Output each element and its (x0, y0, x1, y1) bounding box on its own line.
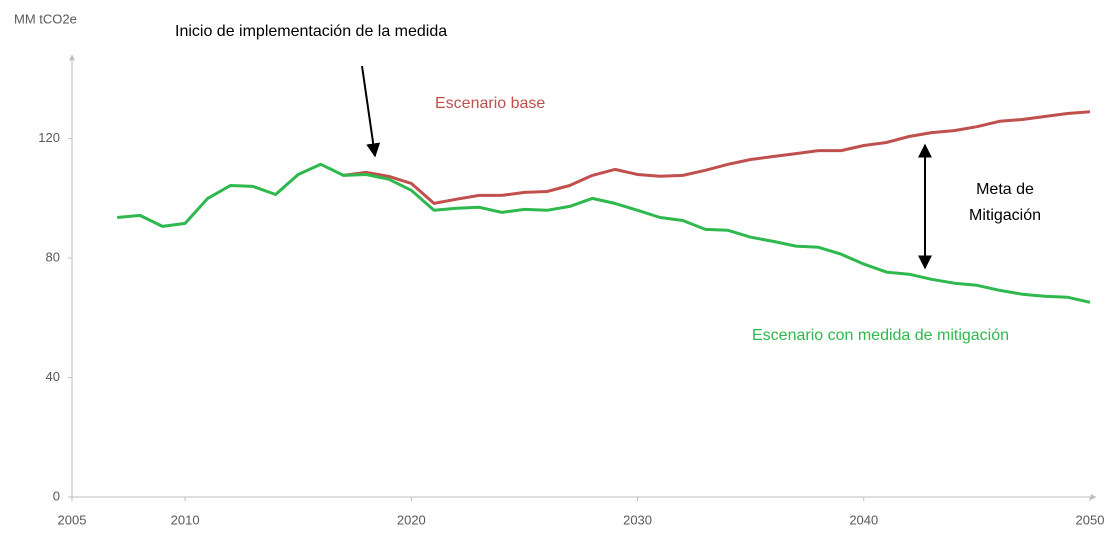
x-tick-label: 2040 (849, 512, 878, 527)
y-tick-label: 0 (53, 488, 60, 503)
series-line (343, 110, 1091, 205)
x-tick-label: 2050 (1076, 512, 1105, 527)
y-tick-label: 80 (46, 250, 60, 265)
x-tick-label: 2010 (171, 512, 200, 527)
x-tick-label: 2005 (58, 512, 87, 527)
series-line (117, 162, 1091, 304)
x-tick-label: 2030 (623, 512, 652, 527)
y-tick-label: 40 (46, 369, 60, 384)
y-axis-label: MM tCO2e (14, 11, 77, 26)
annotation: Escenario base (435, 95, 545, 112)
x-tick-label: 2020 (397, 512, 426, 527)
annotation: Inicio de implementación de la medida (175, 23, 447, 40)
annotation: Mitigación (969, 207, 1041, 224)
annotation: Escenario con medida de mitigación (752, 327, 1009, 344)
y-tick-label: 120 (38, 130, 60, 145)
annotation: Meta de (976, 181, 1034, 198)
pointer-arrow (361, 65, 381, 158)
